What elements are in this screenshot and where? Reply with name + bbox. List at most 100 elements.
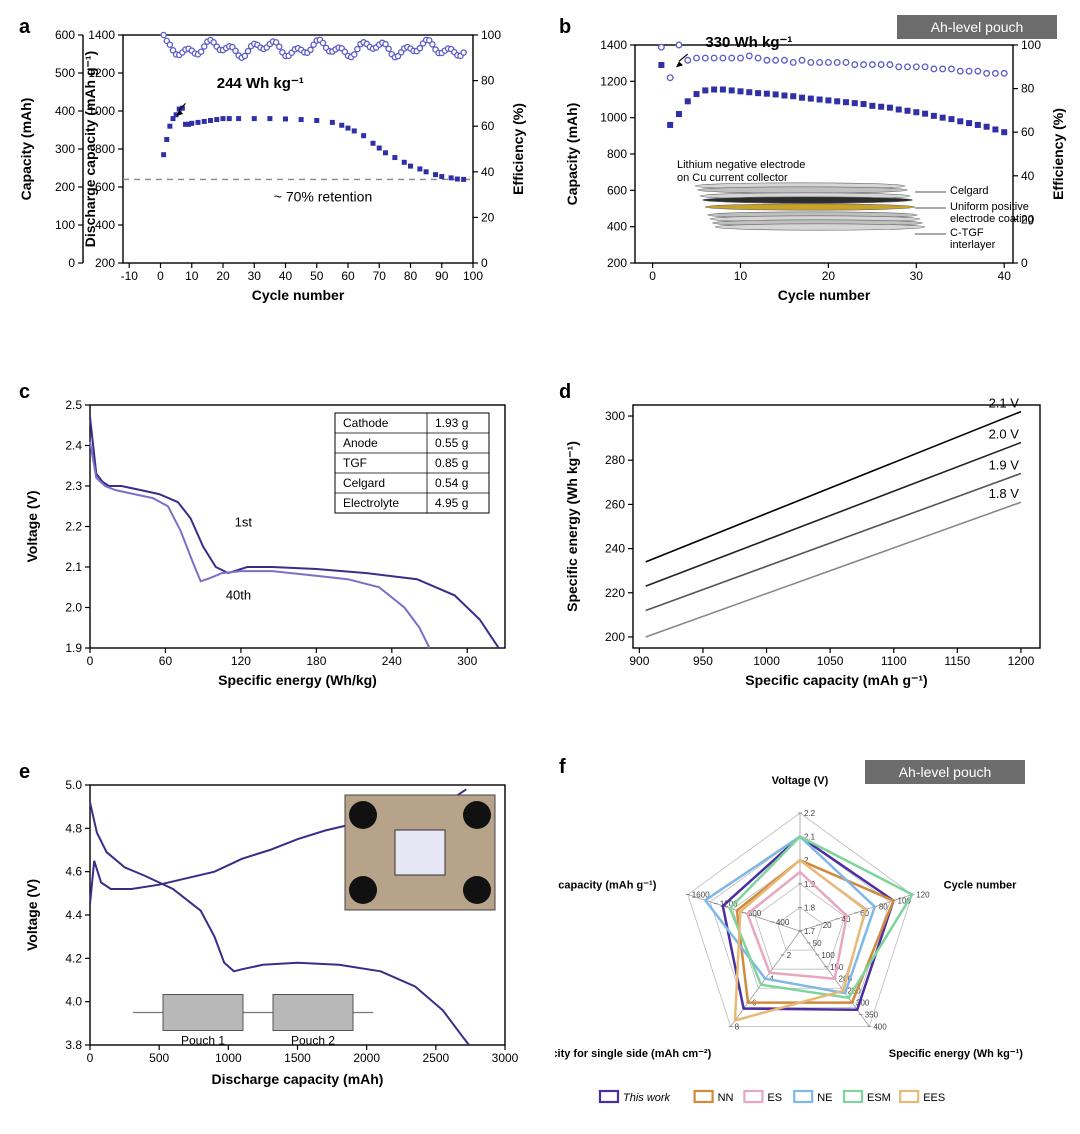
svg-text:Voltage (V): Voltage (V) (772, 775, 829, 787)
svg-text:1400: 1400 (88, 28, 115, 42)
svg-text:400: 400 (55, 104, 75, 118)
svg-text:40th: 40th (226, 587, 251, 602)
svg-text:100: 100 (463, 269, 483, 283)
svg-text:400: 400 (776, 918, 790, 927)
svg-text:500: 500 (55, 66, 75, 80)
svg-text:Efficiency (%): Efficiency (%) (510, 103, 526, 195)
svg-text:2.0: 2.0 (65, 601, 82, 615)
svg-text:950: 950 (693, 654, 713, 668)
svg-text:2.0 V: 2.0 V (989, 427, 1020, 442)
svg-text:600: 600 (55, 28, 75, 42)
svg-text:8: 8 (735, 1022, 740, 1031)
svg-text:1.9: 1.9 (65, 641, 82, 655)
svg-text:80: 80 (481, 74, 495, 88)
svg-text:Pouch 2: Pouch 2 (291, 1034, 335, 1048)
svg-text:3.8: 3.8 (65, 1038, 82, 1052)
svg-text:0: 0 (157, 269, 164, 283)
svg-text:0: 0 (649, 269, 656, 283)
svg-text:80: 80 (404, 269, 418, 283)
svg-text:TGF: TGF (343, 456, 367, 470)
svg-text:4.6: 4.6 (65, 865, 82, 879)
svg-text:70: 70 (373, 269, 387, 283)
svg-text:Capacity (mAh): Capacity (mAh) (18, 98, 34, 201)
svg-text:Lithium negative electrode: Lithium negative electrode (677, 159, 805, 171)
svg-text:400: 400 (873, 1022, 887, 1031)
svg-text:Electrolyte: Electrolyte (343, 496, 399, 510)
svg-text:0.54 g: 0.54 g (435, 476, 468, 490)
svg-text:330 Wh kg⁻¹: 330 Wh kg⁻¹ (705, 34, 792, 51)
svg-text:300: 300 (457, 654, 477, 668)
svg-text:50: 50 (310, 269, 324, 283)
svg-text:120: 120 (231, 654, 251, 668)
svg-text:4.8: 4.8 (65, 821, 82, 835)
svg-text:Areal capacity for single side: Areal capacity for single side (mAh cm⁻²… (555, 1048, 712, 1060)
svg-text:a: a (19, 16, 31, 38)
svg-text:280: 280 (605, 453, 625, 467)
svg-text:5.0: 5.0 (65, 778, 82, 792)
svg-text:f: f (559, 756, 566, 778)
svg-text:40: 40 (279, 269, 293, 283)
svg-text:electrode coating: electrode coating (950, 213, 1034, 225)
svg-text:0: 0 (87, 654, 94, 668)
svg-text:20: 20 (481, 210, 495, 224)
svg-text:900: 900 (629, 654, 649, 668)
svg-text:80: 80 (879, 903, 888, 912)
svg-text:Discharge capacity (mAh): Discharge capacity (mAh) (212, 1071, 384, 1087)
svg-text:200: 200 (607, 256, 627, 270)
svg-text:NN: NN (718, 1092, 734, 1104)
svg-text:2500: 2500 (422, 1051, 449, 1065)
svg-text:1.7: 1.7 (804, 927, 816, 936)
svg-text:40: 40 (998, 269, 1012, 283)
svg-text:60: 60 (159, 654, 173, 668)
svg-text:30: 30 (910, 269, 924, 283)
svg-text:300: 300 (55, 142, 75, 156)
svg-text:4.2: 4.2 (65, 951, 82, 965)
svg-text:4.4: 4.4 (65, 908, 82, 922)
svg-text:NE: NE (817, 1092, 832, 1104)
svg-text:2.1 V: 2.1 V (989, 396, 1020, 411)
svg-text:c: c (19, 381, 30, 403)
svg-text:1200: 1200 (1008, 654, 1035, 668)
svg-text:40: 40 (1021, 169, 1035, 183)
svg-text:Uniform positive: Uniform positive (950, 201, 1029, 213)
svg-text:0: 0 (68, 256, 75, 270)
svg-text:100: 100 (1021, 38, 1041, 52)
svg-text:C-TGF: C-TGF (950, 227, 984, 239)
svg-text:1st: 1st (235, 515, 253, 530)
svg-text:This work: This work (623, 1092, 671, 1104)
svg-text:20: 20 (822, 269, 836, 283)
svg-text:1400: 1400 (600, 38, 627, 52)
svg-text:e: e (19, 761, 30, 783)
svg-text:1100: 1100 (881, 654, 907, 668)
svg-text:800: 800 (607, 147, 627, 161)
svg-text:ES: ES (767, 1092, 782, 1104)
svg-text:on Cu current collector: on Cu current collector (677, 172, 788, 184)
svg-text:1500: 1500 (284, 1051, 311, 1065)
svg-text:2.5: 2.5 (65, 398, 82, 412)
svg-text:800: 800 (95, 142, 115, 156)
svg-text:60: 60 (1021, 125, 1035, 139)
svg-text:Specific energy (Wh kg⁻¹): Specific energy (Wh kg⁻¹) (889, 1048, 1023, 1060)
svg-text:200: 200 (55, 180, 75, 194)
svg-text:Cathode: Cathode (343, 416, 389, 430)
svg-text:Specific energy (Wh kg⁻¹): Specific energy (Wh kg⁻¹) (564, 441, 580, 612)
svg-text:260: 260 (605, 497, 625, 511)
svg-text:2: 2 (787, 951, 792, 960)
svg-text:interlayer: interlayer (950, 239, 996, 251)
svg-text:0: 0 (87, 1051, 94, 1065)
svg-text:80: 80 (1021, 82, 1035, 96)
svg-text:1000: 1000 (600, 111, 627, 125)
svg-text:100: 100 (481, 28, 501, 42)
svg-text:Efficiency (%): Efficiency (%) (1050, 108, 1066, 200)
svg-text:90: 90 (435, 269, 449, 283)
svg-text:Specific energy (Wh/kg): Specific energy (Wh/kg) (218, 672, 377, 688)
svg-text:60: 60 (341, 269, 355, 283)
svg-text:10: 10 (185, 269, 199, 283)
svg-text:Ah-level pouch: Ah-level pouch (899, 764, 992, 780)
svg-text:40: 40 (481, 165, 495, 179)
svg-text:Cycle number: Cycle number (778, 287, 871, 303)
svg-text:2000: 2000 (353, 1051, 380, 1065)
svg-text:Voltage (V): Voltage (V) (24, 490, 40, 562)
svg-text:Capacity (mAh): Capacity (mAh) (564, 103, 580, 206)
svg-text:0: 0 (1021, 256, 1028, 270)
